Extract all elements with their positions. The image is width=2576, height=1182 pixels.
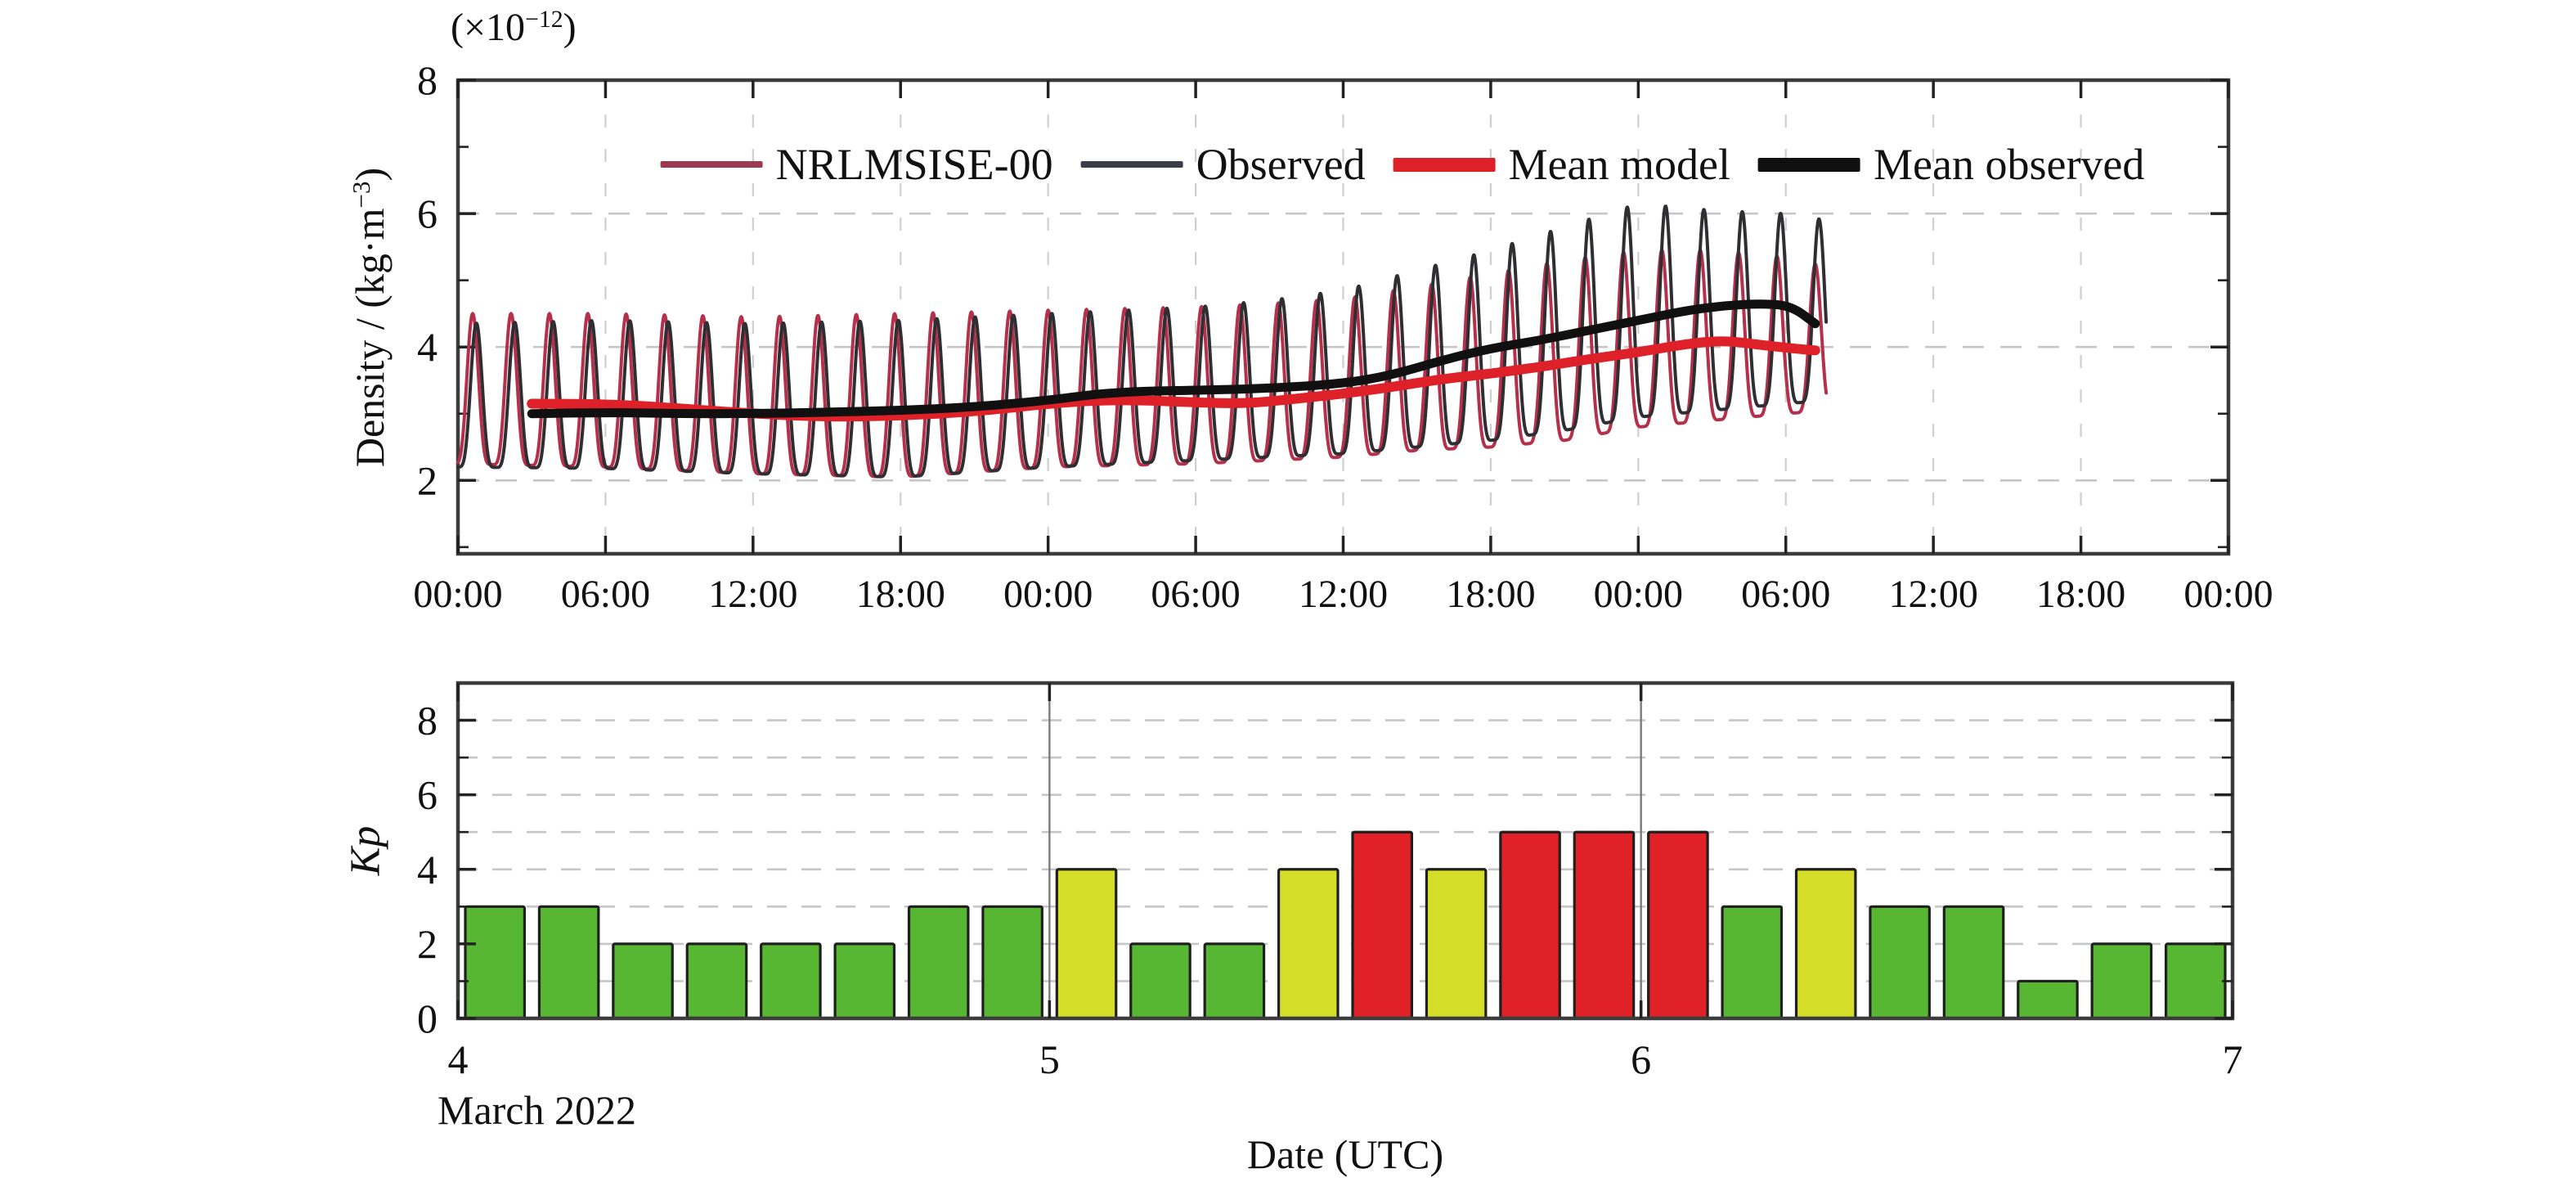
legend-label-observed: Observed xyxy=(1196,140,1366,189)
legend-item-nrlmsise-00: NRLMSISE-00 xyxy=(660,139,1053,190)
legend-swatch-observed xyxy=(1080,161,1183,168)
density-unit-suffix: ) xyxy=(563,6,577,49)
legend-swatch-mean-observed xyxy=(1758,157,1861,172)
density-x-tick-label: 00:00 xyxy=(413,573,502,616)
density-axis-label-text: Density / (kg·m xyxy=(347,208,393,468)
mean-observed-line xyxy=(527,299,1820,419)
observed-line xyxy=(456,204,1829,479)
kp-bar xyxy=(1942,905,2005,1020)
density-x-tick-label: 06:00 xyxy=(1741,573,1830,616)
density-unit-label: (×10−12) xyxy=(451,5,577,50)
legend-label-mean-observed: Mean observed xyxy=(1874,140,2145,189)
kp-bar xyxy=(1425,868,1488,1020)
kp-bar xyxy=(1129,942,1192,1020)
kp-y-tick-label: 4 xyxy=(417,847,438,892)
legend-item-mean-observed: Mean observed xyxy=(1758,139,2144,190)
legend-swatch-mean-model xyxy=(1393,157,1496,172)
density-axis-label-exponent: −3 xyxy=(346,181,375,209)
legend-item-observed: Observed xyxy=(1080,139,1366,190)
kp-bar xyxy=(1277,868,1340,1020)
kp-bar xyxy=(907,905,970,1020)
density-x-tick-label: 18:00 xyxy=(2036,573,2125,616)
kp-x-tick-label: 4 xyxy=(448,1036,469,1082)
kp-bar xyxy=(537,905,600,1020)
kp-x-tick-label: 6 xyxy=(1631,1036,1651,1082)
density-x-tick-label: 18:00 xyxy=(856,573,945,616)
kp-bar xyxy=(833,942,896,1020)
density-y-tick-label: 2 xyxy=(417,457,438,503)
kp-bar xyxy=(2090,942,2153,1020)
legend-label-nrlmsise-00: NRLMSISE-00 xyxy=(775,140,1053,189)
density-x-tick-label: 00:00 xyxy=(2183,573,2273,616)
density-y-tick-label: 4 xyxy=(417,324,438,370)
kp-bar xyxy=(1869,905,1931,1020)
x-axis-note: March 2022 xyxy=(438,1087,636,1133)
kp-x-tick-label: 7 xyxy=(2223,1036,2243,1082)
legend-item-mean-model: Mean model xyxy=(1393,139,1730,190)
kp-bar xyxy=(981,905,1043,1020)
density-unit-prefix: (×10 xyxy=(451,6,526,49)
x-axis-label: Date (UTC) xyxy=(1246,1131,1444,1177)
kp-bar xyxy=(464,905,527,1020)
kp-bar xyxy=(760,942,822,1020)
density-x-tick-label: 12:00 xyxy=(708,573,797,616)
kp-x-tick-label: 5 xyxy=(1039,1036,1060,1082)
kp-bar xyxy=(1573,830,1636,1020)
kp-bar xyxy=(1794,868,1857,1020)
density-x-tick-label: 12:00 xyxy=(1299,573,1388,616)
kp-bar xyxy=(1721,905,1784,1020)
kp-y-tick-label: 0 xyxy=(417,995,438,1041)
kp-bar xyxy=(2164,942,2227,1020)
kp-axis-label: Kp xyxy=(342,825,389,876)
kp-bar xyxy=(612,942,674,1020)
density-y-tick-label: 6 xyxy=(417,191,438,236)
kp-y-tick-label: 2 xyxy=(417,921,438,967)
density-axis-label-suffix: ) xyxy=(347,167,393,182)
kp-bar xyxy=(2017,979,2079,1020)
legend-swatch-nrlmsise-00 xyxy=(660,161,763,168)
kp-bar xyxy=(1647,830,1709,1020)
kp-bar xyxy=(1203,942,1266,1020)
density-x-tick-label: 06:00 xyxy=(561,573,650,616)
legend: NRLMSISE-00 Observed Mean model Mean observ… xyxy=(660,139,2144,190)
legend-label-mean-model: Mean model xyxy=(1508,140,1731,189)
kp-bar xyxy=(1055,868,1118,1020)
density-x-tick-label: 00:00 xyxy=(1594,573,1683,616)
density-x-tick-label: 12:00 xyxy=(1888,573,1977,616)
kp-plot-border xyxy=(456,681,2235,1021)
kp-bar xyxy=(1351,830,1414,1020)
density-x-tick-label: 18:00 xyxy=(1446,573,1535,616)
kp-bar xyxy=(685,942,748,1020)
kp-y-tick-label: 6 xyxy=(417,772,438,818)
density-x-tick-label: 06:00 xyxy=(1151,573,1240,616)
density-y-tick-label: 8 xyxy=(417,57,438,103)
kp-y-tick-label: 8 xyxy=(417,698,438,744)
density-unit-exponent: −12 xyxy=(525,5,563,33)
density-x-tick-label: 00:00 xyxy=(1003,573,1093,616)
density-axis-label: Density / (kg·m−3) xyxy=(346,168,393,467)
kp-bar xyxy=(1499,830,1561,1020)
